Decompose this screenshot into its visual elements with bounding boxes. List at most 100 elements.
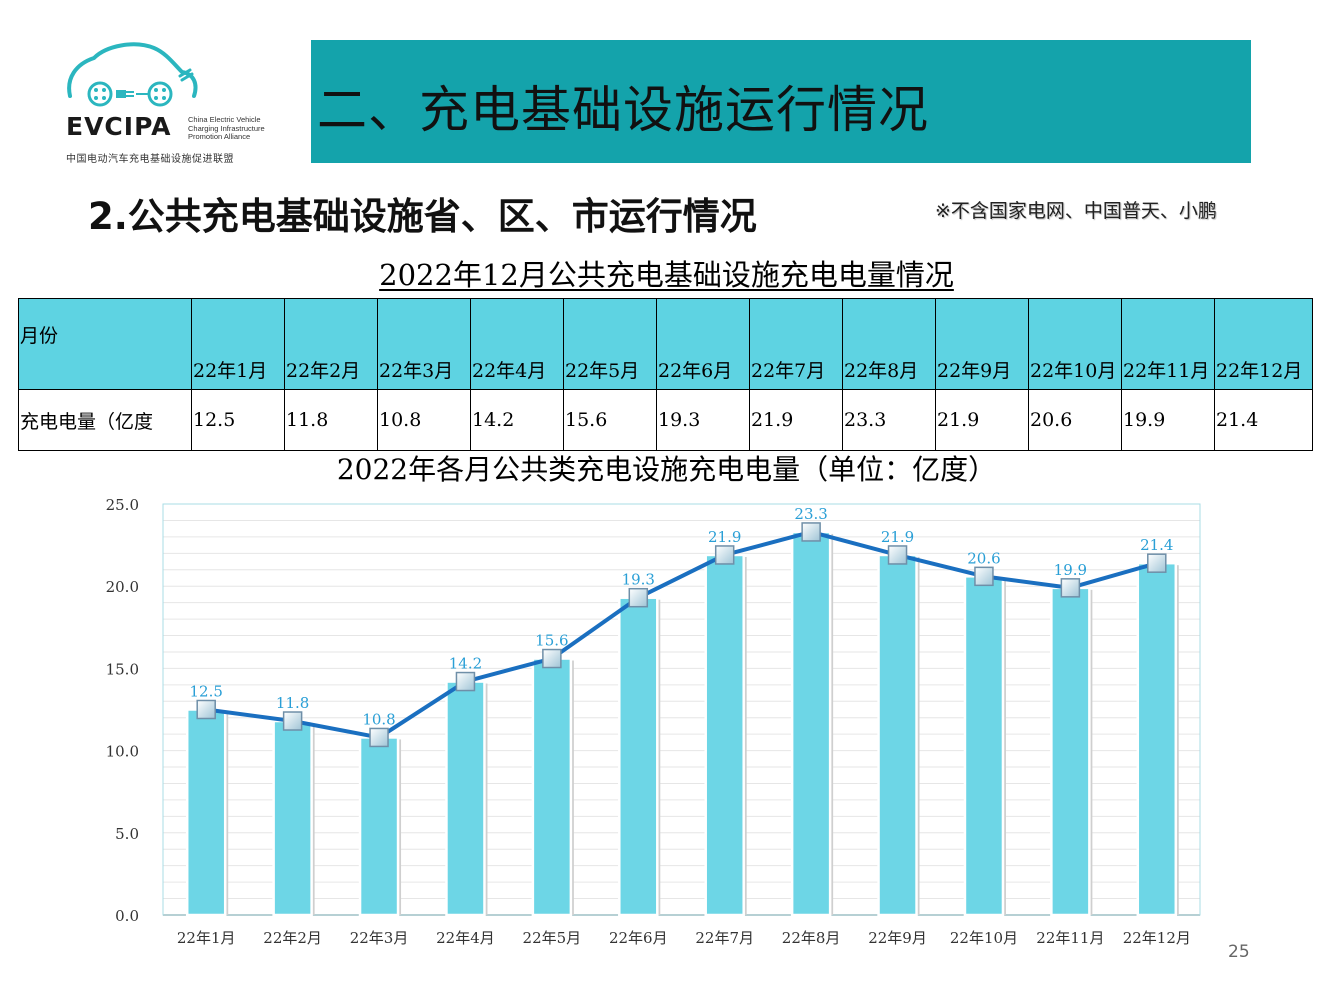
month-header: 22年8月 (842, 298, 936, 390)
logo-chinese-text: 中国电动汽车充电基础设施促进联盟 (66, 154, 234, 165)
section-title: 二、充电基础设施运行情况 (317, 81, 929, 139)
chart-grid (163, 519, 1200, 916)
line-marker (887, 545, 908, 565)
data-label: 15.6 (535, 632, 568, 650)
data-labels: 12.5 11.8 10.8 14.2 15.6 19.3 21.9 23.3 21.9 20.6… (190, 505, 1174, 729)
x-tick-label: 22年7月 (695, 929, 754, 947)
bar (790, 530, 832, 917)
y-tick-label: 10.0 (106, 743, 139, 761)
data-label: 21.9 (881, 528, 914, 546)
value-cell: 21.9 (749, 389, 843, 451)
y-tick-label: 0.0 (115, 907, 139, 925)
x-tick-label: 22年6月 (609, 929, 668, 947)
month-header: 22年10月 (1028, 298, 1122, 390)
data-label: 14.2 (449, 655, 482, 673)
table-header-row: 月份 22年1月 22年2月 22年3月 22年4月 22年5月 22年6月 2… (18, 298, 1313, 390)
data-label: 10.8 (362, 710, 395, 728)
y-tick-label: 20.0 (106, 578, 139, 596)
line-marker (628, 587, 649, 608)
value-cell: 21.9 (935, 389, 1029, 451)
data-label: 11.8 (276, 694, 309, 712)
data-label: 20.6 (967, 549, 1000, 567)
x-tick-label: 22年1月 (177, 929, 236, 947)
value-cell: 15.6 (563, 389, 657, 451)
y-tick-label: 25.0 (106, 496, 139, 514)
data-label: 23.3 (794, 505, 827, 523)
month-header: 22年6月 (656, 298, 750, 390)
x-tick-label: 22年8月 (782, 929, 841, 947)
bar (445, 680, 486, 917)
row-header-value: 充电电量（亿度 (18, 389, 192, 451)
data-label: 19.9 (1054, 561, 1087, 579)
table-title: 2022年12月公共充电基础设施充电电量情况 (379, 258, 954, 292)
bar (963, 575, 1005, 917)
data-label: 12.5 (190, 683, 223, 701)
month-header: 22年1月 (191, 298, 285, 390)
bar-series (185, 530, 1179, 917)
line-marker (714, 545, 735, 565)
exclusion-note: ※不含国家电网、中国普天、小鹏 (935, 200, 1217, 222)
x-tick-label: 22年12月 (1123, 929, 1191, 947)
month-header: 22年9月 (935, 298, 1029, 390)
line-marker (196, 699, 216, 720)
y-tick-label: 15.0 (106, 660, 139, 678)
line-marker (974, 566, 994, 587)
plot-area-frame (162, 503, 1201, 916)
car-plug-icon (67, 42, 198, 107)
y-axis-ticks: 0.0 5.0 10.0 15.0 20.0 25.0 (106, 496, 139, 925)
page-number: 25 (1228, 942, 1250, 962)
data-label: 19.3 (622, 571, 655, 589)
line-markers (196, 522, 1167, 748)
row-header-month: 月份 (18, 298, 192, 390)
month-header: 22年2月 (284, 298, 378, 390)
line-marker (369, 727, 389, 748)
line-marker (801, 522, 821, 542)
x-tick-label: 22年9月 (868, 929, 927, 947)
chart-title: 2022年各月公共类充电设施充电电量（单位：亿度） (336, 453, 997, 486)
bar (877, 553, 918, 917)
evcipa-logo: EVCIPA China Electric Vehicle Charging I… (62, 38, 272, 168)
line-marker (1147, 553, 1167, 573)
monthly-charging-chart: 0.05.010.015.020.025.0 12.511.810.814.21… (106, 496, 1201, 947)
page-subtitle: 2.公共充电基础设施省、区、市运行情况 (88, 195, 757, 238)
month-header: 22年7月 (749, 298, 843, 390)
value-cell: 10.8 (377, 389, 471, 451)
month-header: 22年3月 (377, 298, 471, 390)
section-banner: 二、充电基础设施运行情况 (311, 40, 1251, 163)
bar (185, 708, 227, 917)
line-marker (1060, 578, 1081, 598)
data-label: 21.9 (708, 528, 741, 546)
month-header: 22年5月 (563, 298, 657, 390)
value-cell: 14.2 (470, 389, 564, 451)
month-header: 22年11月 (1121, 298, 1215, 390)
value-cell: 19.3 (656, 389, 750, 451)
trend-line (205, 529, 1158, 740)
value-cell: 19.9 (1121, 389, 1215, 451)
x-tick-label: 22年10月 (950, 929, 1018, 947)
logo-brand-text: EVCIPA (66, 112, 172, 141)
value-cell: 12.5 (191, 389, 285, 451)
line-marker (455, 671, 476, 692)
value-cell: 23.3 (842, 389, 936, 451)
bar (272, 719, 313, 917)
month-header: 22年4月 (470, 298, 564, 390)
x-tick-label: 22年3月 (350, 929, 409, 947)
table-value-row: 充电电量（亿度 12.5 11.8 10.8 14.2 15.6 19.3 21… (18, 389, 1313, 451)
bar (618, 596, 659, 917)
line-marker (542, 648, 562, 669)
y-tick-label: 5.0 (115, 825, 139, 843)
x-tick-label: 22年11月 (1036, 929, 1104, 947)
month-header: 22年12月 (1214, 298, 1313, 390)
x-tick-label: 22年5月 (523, 929, 582, 947)
logo-english-text: China Electric Vehicle Charging Infrastr… (188, 115, 265, 141)
bar (531, 657, 573, 917)
bar (1136, 561, 1178, 917)
data-label: 21.4 (1140, 536, 1173, 554)
line-marker (282, 711, 303, 731)
bar (1050, 586, 1091, 917)
bar (358, 736, 400, 917)
value-cell: 20.6 (1028, 389, 1122, 451)
bar (704, 553, 745, 917)
x-axis-ticks: 22年1月 22年2月 22年3月 22年4月 22年5月 22年6月 22年7月 22年8月… (177, 929, 1191, 947)
x-tick-label: 22年4月 (436, 929, 495, 947)
